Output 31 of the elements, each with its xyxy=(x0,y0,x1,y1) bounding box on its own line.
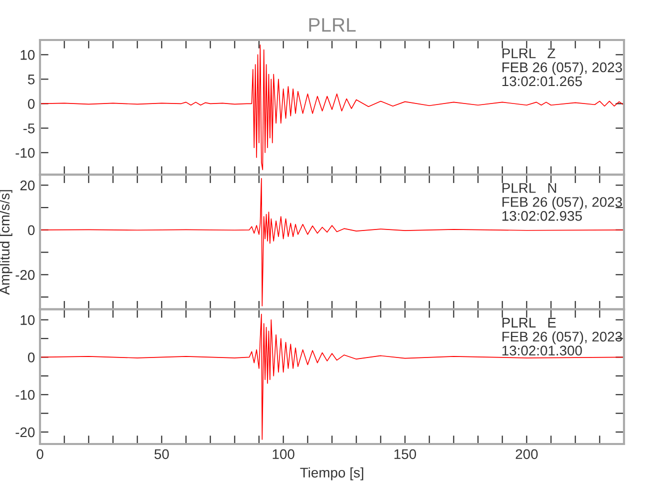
y-tick-label: 0 xyxy=(28,352,35,362)
x-tick-label: 0 xyxy=(36,449,44,460)
annotation: 13:02:01.300 xyxy=(502,346,582,356)
y-tick-label: -20 xyxy=(16,427,35,438)
line-series xyxy=(40,314,624,440)
y-tick-label: 5 xyxy=(28,74,35,84)
annotation: FEB 26 (057), 2023 xyxy=(502,331,622,344)
x-tick-label: 50 xyxy=(154,449,169,460)
annotation: FEB 26 (057), 2023 xyxy=(502,196,622,210)
line-series xyxy=(40,178,624,306)
annotation: 13:02:01.265 xyxy=(502,76,582,86)
chart-title: PLRL xyxy=(309,18,356,32)
y-tick-label: 0 xyxy=(28,98,35,109)
x-tick-label: 150 xyxy=(394,449,416,460)
line-series xyxy=(40,44,624,170)
y-tick-label: 10 xyxy=(20,315,35,325)
y-tick-label: 0 xyxy=(28,225,35,236)
y-tick-label: 10 xyxy=(20,50,35,60)
y-tick-label: -5 xyxy=(23,124,35,134)
x-tick-label: 200 xyxy=(516,449,538,460)
y-tick-label: 20 xyxy=(20,180,35,190)
annotation: PLRL N xyxy=(502,183,556,193)
annotation: FEB 26 (057), 2023 xyxy=(502,62,622,75)
annotation: PLRL Z xyxy=(502,48,556,58)
y-tick-label: -20 xyxy=(16,270,35,280)
x-axis-title: Tiempo [s] xyxy=(300,467,364,480)
y-tick-label: -10 xyxy=(16,390,35,400)
annotation: PLRL E xyxy=(502,318,556,328)
annotation: 13:02:02.935 xyxy=(502,211,582,221)
y-tick-label: -10 xyxy=(16,148,35,158)
x-tick-label: 100 xyxy=(272,449,294,460)
